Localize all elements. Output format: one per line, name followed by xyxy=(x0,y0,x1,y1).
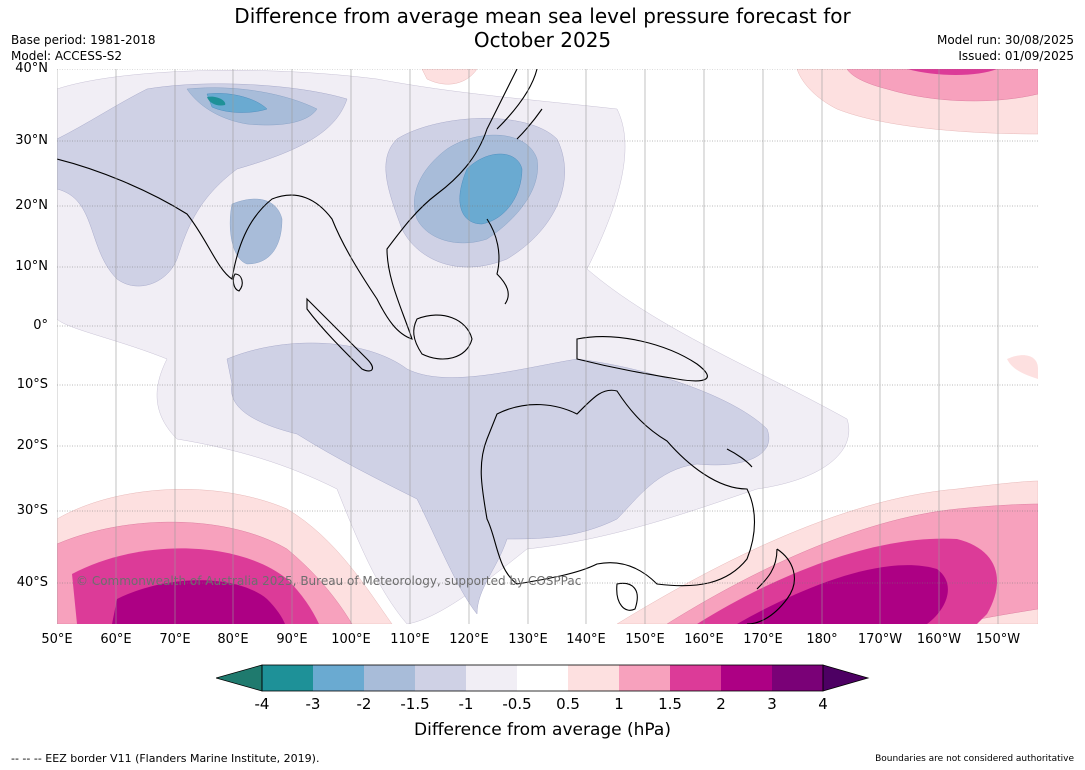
lon-label: 150°W xyxy=(975,632,1021,647)
colorbar-tick: 0.5 xyxy=(556,695,580,713)
colorbar-title: Difference from average (hPa) xyxy=(414,720,671,740)
eez-border-legend: -- -- -- EEZ border V11 (Flanders Marine… xyxy=(11,752,320,765)
lon-label: 130°E xyxy=(508,632,548,647)
lat-label: 20°N xyxy=(15,198,48,213)
map-svg xyxy=(57,69,1038,624)
colorbar-swatch xyxy=(415,665,467,691)
lon-label: 80°E xyxy=(217,632,249,647)
lat-label: 40°S xyxy=(16,575,48,590)
title-line-1: Difference from average mean sea level p… xyxy=(234,4,851,28)
japan-coast xyxy=(496,69,543,140)
colorbar-tick: -3 xyxy=(305,695,321,713)
copyright-notice: © Commonwealth of Australia 2025, Bureau… xyxy=(76,574,582,588)
graticule xyxy=(57,69,1038,584)
colorbar-swatch xyxy=(721,665,773,691)
lat-label: 10°N xyxy=(15,259,48,274)
map-panel xyxy=(57,69,1038,624)
base-period: Base period: 1981-2018 xyxy=(11,33,156,47)
colorbar-swatch xyxy=(568,665,620,691)
lon-label: 170°E xyxy=(743,632,783,647)
lon-label: 180° xyxy=(806,632,838,647)
lon-label: 150°E xyxy=(625,632,665,647)
lon-label: 90°E xyxy=(276,632,308,647)
lat-label: 30°S xyxy=(16,503,48,518)
colorbar-tick: 1 xyxy=(614,695,624,713)
australia-coast xyxy=(480,389,755,587)
anomaly-region-pos15-ne xyxy=(907,69,997,75)
colorbar-tick: 3 xyxy=(767,695,777,713)
colorbar-tick: 2 xyxy=(716,695,726,713)
tasmania-coast xyxy=(616,582,638,611)
sri-lanka-coast xyxy=(232,273,243,292)
colorbar-swatch xyxy=(619,665,671,691)
colorbar-swatch xyxy=(262,665,314,691)
anomaly-region-pos05-e xyxy=(1007,355,1038,379)
colorbar-tick: -2 xyxy=(356,695,372,713)
colorbar-swatch xyxy=(466,665,518,691)
lon-label: 100°E xyxy=(331,632,371,647)
asia-coast xyxy=(57,69,518,340)
anomaly-region-pos2-sw xyxy=(112,580,285,624)
boundaries-disclaimer: Boundaries are not considered authoritat… xyxy=(875,754,1074,764)
anomaly-region-neg15 xyxy=(186,87,538,265)
title-line-2: October 2025 xyxy=(473,28,612,52)
colorbar-swatch xyxy=(364,665,416,691)
lat-label: 40°N xyxy=(15,61,48,76)
colorbar-tick: -1 xyxy=(458,695,474,713)
colorbar-right-arrow xyxy=(822,664,870,692)
lon-label: 160°E xyxy=(684,632,724,647)
lat-label: 30°N xyxy=(15,133,48,148)
model-run: Model run: 30/08/2025 xyxy=(936,33,1074,47)
colorbar-tick: 1.5 xyxy=(658,695,682,713)
lat-label: 20°S xyxy=(16,438,48,453)
lon-label: 160°W xyxy=(916,632,962,647)
borneo-coast xyxy=(413,314,473,360)
lon-label: 50°E xyxy=(41,632,73,647)
colorbar-swatch xyxy=(313,665,365,691)
anomaly-region-neg2 xyxy=(206,93,523,225)
colorbar-swatch xyxy=(670,665,722,691)
lon-label: 140°E xyxy=(566,632,606,647)
issued-date: Issued: 01/09/2025 xyxy=(958,49,1074,63)
colorbar-tick: -1.5 xyxy=(400,695,430,713)
lon-label: 120°E xyxy=(449,632,489,647)
colorbar-outline xyxy=(261,664,824,692)
graticule-meridians xyxy=(57,69,999,624)
lon-label: 60°E xyxy=(100,632,132,647)
meta-left: Base period: 1981-2018 Model: ACCESS-S2 xyxy=(11,32,156,64)
colorbar-swatches xyxy=(262,665,824,691)
colorbar-tick: -0.5 xyxy=(502,695,532,713)
colorbar-left-arrow xyxy=(216,664,263,692)
colorbar-swatch xyxy=(772,665,824,691)
new-caledonia-coast xyxy=(726,448,753,468)
anomaly-region-pos2-se xyxy=(737,565,948,624)
colorbar-swatch xyxy=(517,665,569,691)
lon-label: 110°E xyxy=(390,632,430,647)
lat-label: 0° xyxy=(33,318,48,333)
lon-label: 170°W xyxy=(857,632,903,647)
philippines-coast xyxy=(486,218,509,305)
new-guinea-coast xyxy=(576,336,708,382)
meta-right: Model run: 30/08/2025 Issued: 01/09/2025 xyxy=(937,32,1074,64)
anomaly-region-neg1 xyxy=(57,83,770,615)
coastlines xyxy=(57,69,795,624)
colorbar-tick: 4 xyxy=(818,695,828,713)
colorbar xyxy=(216,664,870,692)
anomaly-region-neg3 xyxy=(207,96,226,106)
model-name: Model: ACCESS-S2 xyxy=(11,49,123,63)
colorbar-tick: -4 xyxy=(254,695,270,713)
anomaly-region-pos1-ne xyxy=(846,69,1038,102)
sumatra-coast xyxy=(306,297,373,372)
lon-label: 70°E xyxy=(159,632,191,647)
new-zealand-coast xyxy=(746,548,795,624)
map-title: Difference from average mean sea level p… xyxy=(0,4,1085,52)
lat-label: 10°S xyxy=(16,377,48,392)
